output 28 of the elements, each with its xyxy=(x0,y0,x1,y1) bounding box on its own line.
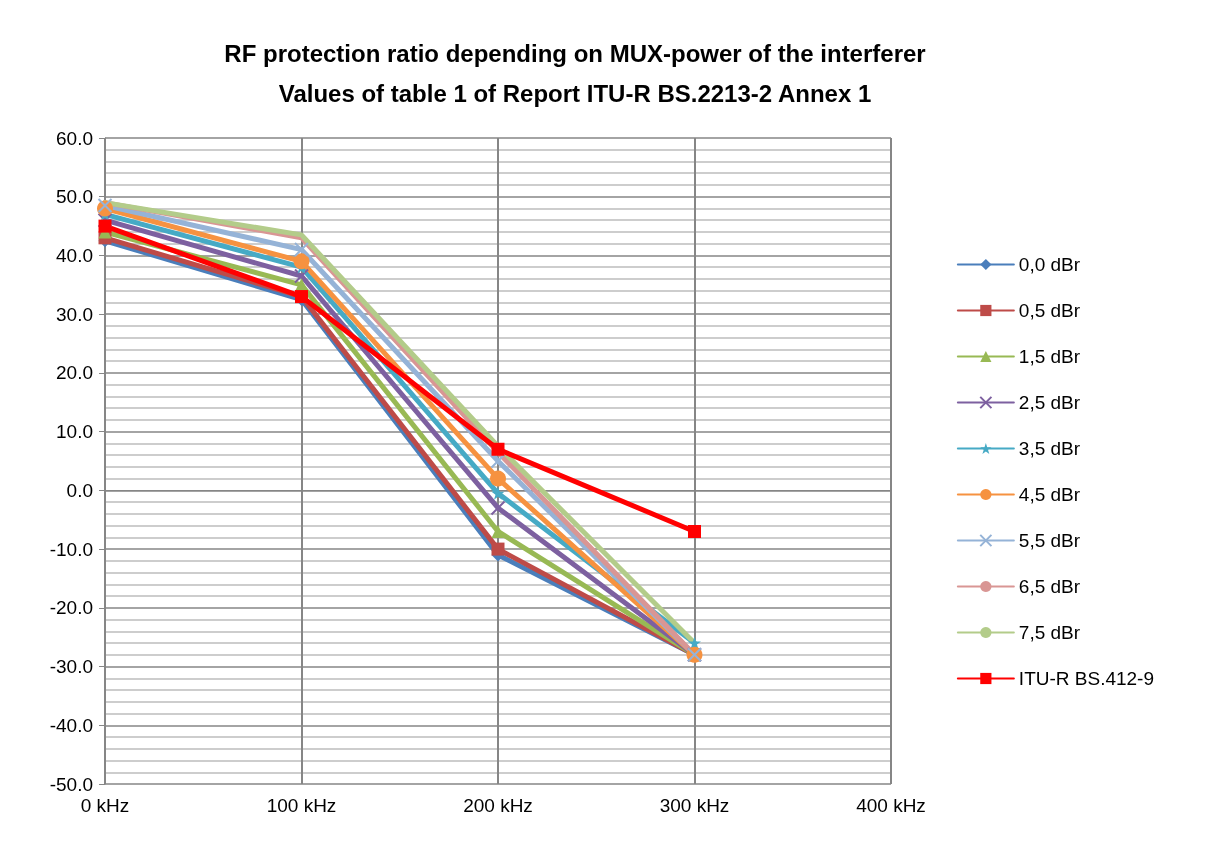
legend-label: 7,5 dBr xyxy=(1018,622,1081,643)
y-tick-label: -50.0 xyxy=(49,773,93,795)
x-tick-label: 200 kHz xyxy=(463,795,533,816)
y-tick-label: 40.0 xyxy=(56,244,93,266)
y-tick-label: 0.0 xyxy=(66,479,93,501)
x-tick-label: 100 kHz xyxy=(266,795,337,816)
y-tick-label: 20.0 xyxy=(56,362,93,384)
legend-label: 4,5 dBr xyxy=(1018,484,1081,505)
y-tick-label: 50.0 xyxy=(56,186,93,208)
chart-title: RF protection ratio depending on MUX-power of the interferer Values of table 1 of Report ITU-R BS.2213-2 Annex 1 xyxy=(224,39,926,107)
legend-label: 1,5 dBr xyxy=(1018,346,1081,367)
legend-label: ITU-R BS.412-9 xyxy=(1018,668,1154,689)
y-tick-label: 60.0 xyxy=(56,127,93,149)
legend-label: 2,5 dBr xyxy=(1018,392,1081,413)
legend-label: 3,5 dBr xyxy=(1018,438,1081,459)
y-tick-label: -30.0 xyxy=(49,656,93,678)
legend-label: 0,0 dBr xyxy=(1018,254,1081,275)
y-tick-label: -40.0 xyxy=(49,714,93,736)
y-tick-label: 30.0 xyxy=(56,303,93,325)
x-tick-label: 0 kHz xyxy=(80,795,130,816)
y-tick-label: -20.0 xyxy=(49,597,93,619)
legend-label: 0,5 dBr xyxy=(1018,300,1081,321)
y-tick-label: -10.0 xyxy=(49,538,93,560)
x-tick-label: 400 kHz xyxy=(856,795,926,816)
y-tick-label: 10.0 xyxy=(56,421,93,443)
legend-label: 5,5 dBr xyxy=(1018,530,1081,551)
x-tick-label: 300 kHz xyxy=(659,795,730,816)
legend-label: 6,5 dBr xyxy=(1018,576,1081,597)
